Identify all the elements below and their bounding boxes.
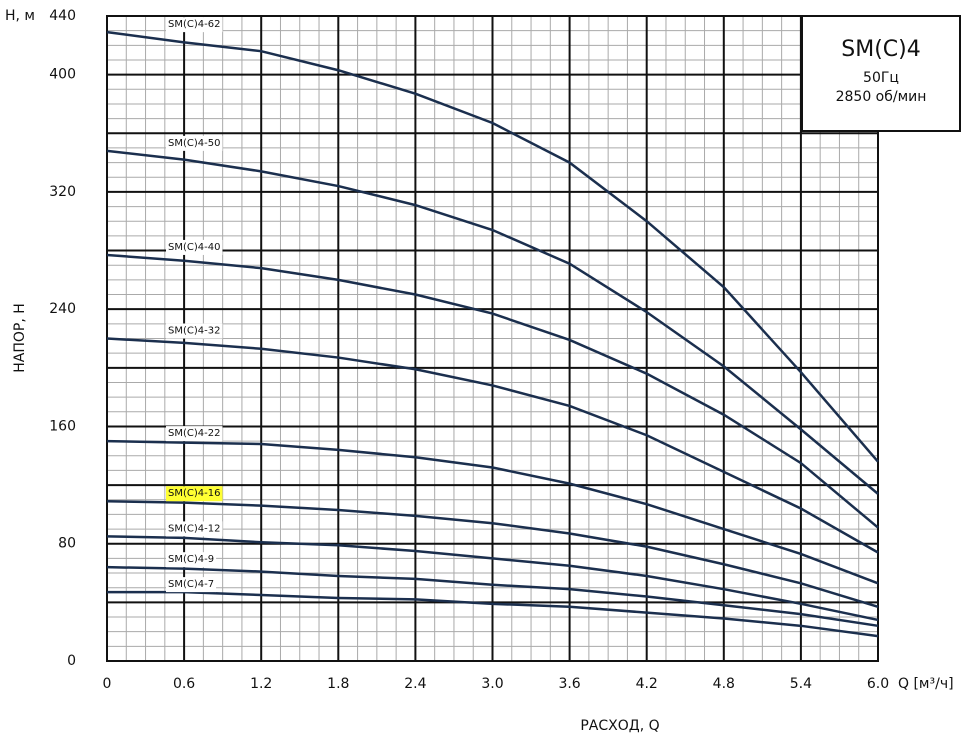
series-label: SM(C)4-22 (168, 428, 220, 439)
series-label-bg (166, 239, 223, 255)
series-label-bg (166, 486, 223, 502)
grid: 0 0.6 1.2 1.8 2.4 3.0 3.6 4.2 4.8 5.4 6.0 0 80 160 240… (49, 8, 889, 692)
series-label: SM(C)4-62 (168, 19, 220, 30)
series-label-bg (166, 521, 223, 537)
series-label-bg (166, 426, 223, 442)
series-label-bg (166, 135, 223, 151)
series-label-bg (166, 577, 217, 593)
y-axis-label: НАПОР, Н (12, 303, 28, 373)
series-label: SM(C)4-50 (168, 138, 220, 149)
y-tick-label: 400 (49, 67, 76, 83)
series-label-bg (166, 552, 217, 568)
series-label: SM(C)4-32 (168, 326, 220, 337)
box-line: 2850 об/мин (836, 89, 927, 105)
x-axis-unit: Q [м³/ч] (898, 676, 954, 692)
series-label-bg (166, 323, 223, 339)
box-title: SM(C)4 (841, 37, 920, 62)
series-label: SM(C)4-9 (168, 554, 214, 565)
box-line: 50Гц (863, 70, 899, 86)
curve (106, 535, 879, 622)
x-tick-label: 4.2 (636, 676, 658, 692)
curve (106, 439, 879, 585)
y-tick-label: 240 (49, 301, 76, 317)
curve (106, 337, 879, 554)
x-tick-label: 0.6 (173, 676, 195, 692)
series-label: SM(C)4-7 (168, 579, 214, 590)
x-tick-label: 6.0 (867, 676, 889, 692)
series-label-bg (166, 17, 223, 33)
series-label: SM(C)4-12 (168, 523, 220, 534)
labels: SM(C)4-62 SM(C)4-50 SM(C)4-40 SM(C)4-32 SM(C… (166, 17, 223, 593)
x-tick-label: 2.4 (404, 676, 426, 692)
curve (106, 565, 879, 628)
y-tick-label: 440 (49, 8, 76, 24)
x-tick-label: 1.8 (327, 676, 349, 692)
x-tick-label: 5.4 (790, 676, 812, 692)
y-tick-label: 80 (58, 536, 76, 552)
x-tick-label: 3.0 (481, 676, 503, 692)
y-tick-label: 160 (49, 418, 76, 434)
x-tick-label: 0 (103, 676, 112, 692)
info-box (801, 15, 961, 132)
x-axis-label: РАСХОД, Q (580, 718, 659, 734)
x-tick-label: 3.6 (558, 676, 580, 692)
curve (106, 499, 879, 608)
x-tick-label: 1.2 (250, 676, 272, 692)
y-tick-label: 320 (49, 184, 76, 200)
curve (106, 149, 879, 495)
curves (106, 30, 879, 638)
series-label: SM(C)4-40 (168, 242, 220, 253)
curve (107, 590, 879, 638)
x-tick-label: 4.8 (713, 676, 735, 692)
y-axis-unit: Н, м (5, 8, 35, 24)
curve (106, 253, 879, 529)
curve (106, 30, 879, 463)
y-tick-label: 0 (67, 653, 76, 669)
series-label: SM(C)4-16 (168, 488, 220, 499)
